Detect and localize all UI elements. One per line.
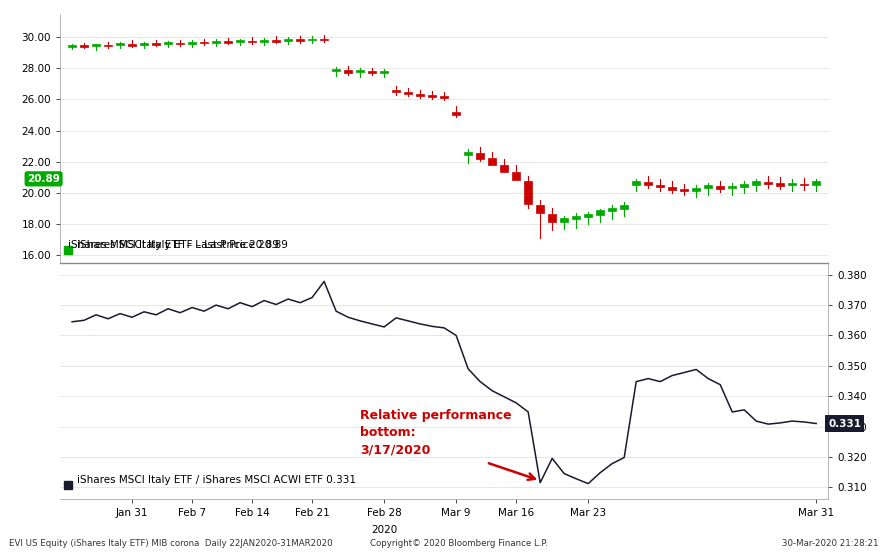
Bar	[104, 45, 112, 46]
Text: iShares MSCI Italy ETF – Last Price 20.89: iShares MSCI Italy ETF – Last Price 20.8…	[77, 240, 288, 249]
Bar	[248, 41, 256, 42]
Bar	[668, 187, 676, 190]
Bar	[608, 208, 616, 211]
Bar	[572, 217, 580, 219]
Bar	[464, 152, 472, 155]
Bar	[441, 97, 448, 98]
Bar	[812, 181, 820, 185]
Bar	[128, 44, 136, 46]
Bar	[692, 187, 700, 191]
Bar	[800, 184, 808, 185]
Bar	[272, 40, 280, 42]
Bar	[297, 40, 304, 41]
Bar	[525, 181, 532, 204]
Text: EVI US Equity (iShares Italy ETF) MIB corona  Daily 22JAN2020-31MAR2020: EVI US Equity (iShares Italy ETF) MIB co…	[9, 538, 333, 548]
Bar	[752, 181, 760, 185]
Bar	[416, 94, 424, 95]
Bar	[332, 69, 340, 71]
Bar	[152, 44, 160, 45]
Bar	[92, 44, 100, 46]
Bar	[428, 95, 436, 97]
Bar	[140, 43, 148, 45]
Bar	[765, 182, 772, 184]
Bar	[740, 184, 748, 187]
Bar	[177, 43, 184, 44]
Bar	[596, 210, 604, 215]
Bar	[776, 183, 784, 186]
Text: 20.89: 20.89	[27, 174, 60, 184]
Bar	[621, 205, 628, 209]
Text: Copyright© 2020 Bloomberg Finance L.P.: Copyright© 2020 Bloomberg Finance L.P.	[370, 538, 548, 548]
Bar	[356, 70, 364, 72]
Bar	[224, 41, 232, 43]
Bar	[68, 45, 76, 46]
Bar	[656, 185, 664, 187]
Bar	[476, 153, 484, 159]
Text: iShares MSCI Italy ETF – Last Price 20.89: iShares MSCI Italy ETF – Last Price 20.8…	[68, 240, 279, 250]
Bar	[200, 42, 208, 44]
Bar	[212, 41, 220, 43]
Bar	[368, 71, 376, 73]
Text: Relative performance
bottom:
3/17/2020: Relative performance bottom: 3/17/2020	[360, 409, 512, 456]
Bar	[237, 40, 244, 42]
Bar	[501, 165, 508, 172]
Bar	[260, 40, 268, 42]
Bar	[585, 214, 592, 217]
Bar	[308, 39, 316, 40]
Bar	[488, 158, 496, 166]
Bar	[681, 189, 688, 191]
Bar	[548, 214, 556, 222]
Bar	[321, 39, 328, 40]
Text: 0.331: 0.331	[828, 418, 861, 429]
Bar	[404, 92, 412, 94]
Bar	[512, 172, 520, 180]
Text: 2020: 2020	[371, 525, 397, 535]
Bar	[188, 42, 196, 44]
Bar	[344, 70, 352, 73]
Bar	[789, 183, 796, 185]
Bar	[452, 112, 460, 114]
Bar	[392, 90, 400, 93]
Bar	[561, 218, 568, 222]
Bar	[117, 44, 124, 45]
Bar	[536, 205, 544, 213]
Bar	[284, 39, 292, 41]
Bar	[728, 186, 736, 188]
Bar	[645, 182, 652, 185]
Text: iShares MSCI Italy ETF / iShares MSCI ACWI ETF 0.331: iShares MSCI Italy ETF / iShares MSCI AC…	[77, 475, 356, 485]
Text: 30-Mar-2020 21:28:21: 30-Mar-2020 21:28:21	[782, 538, 879, 548]
Bar	[705, 185, 712, 188]
Bar	[632, 181, 640, 185]
Bar	[381, 71, 388, 73]
Bar	[80, 45, 88, 46]
Bar	[164, 42, 172, 44]
Bar	[716, 186, 724, 189]
